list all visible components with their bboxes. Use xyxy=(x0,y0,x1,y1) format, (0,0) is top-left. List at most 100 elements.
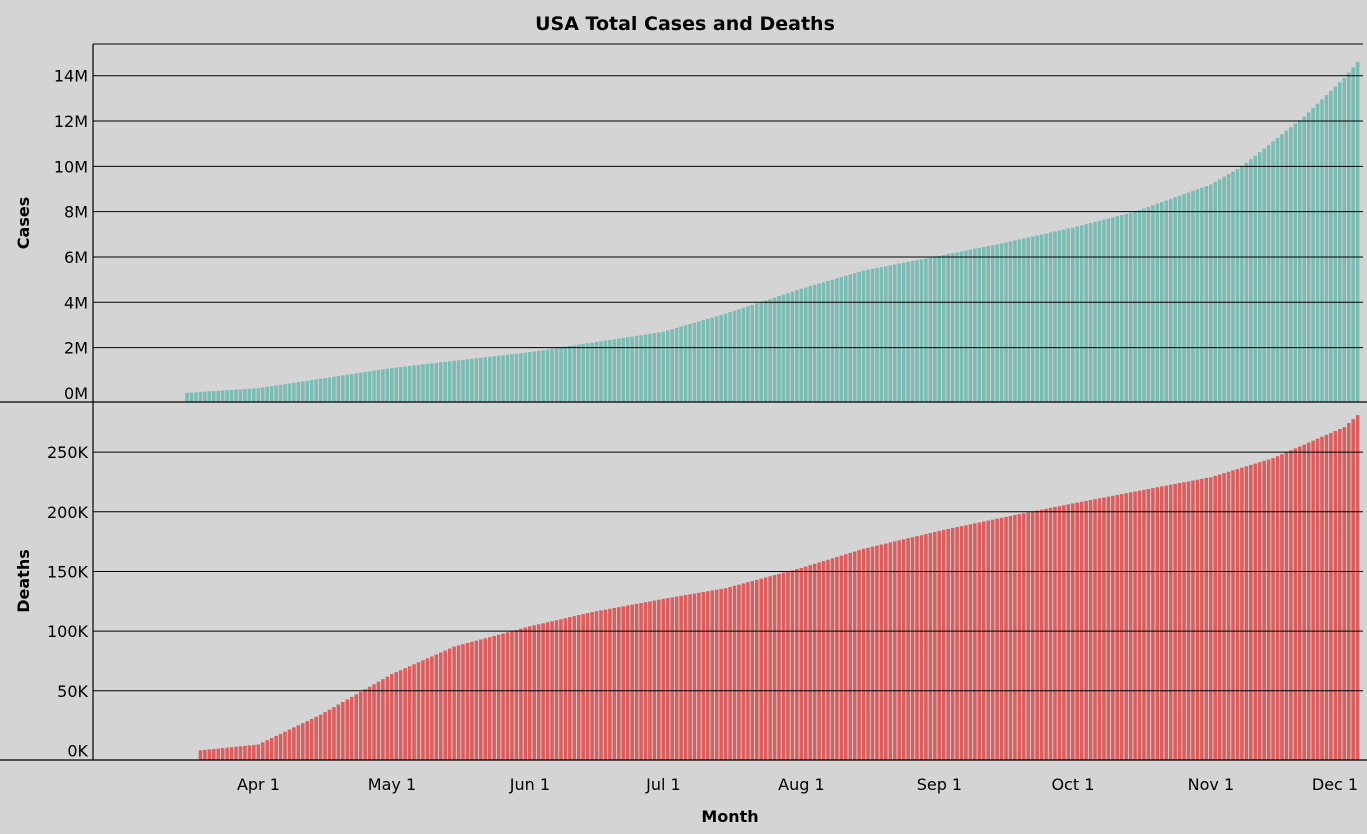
cases-bar xyxy=(959,251,964,402)
deaths-bar xyxy=(1008,515,1013,760)
deaths-bar xyxy=(568,617,572,760)
deaths-bar xyxy=(203,749,207,760)
cases-bar xyxy=(274,385,278,402)
deaths-bar xyxy=(1333,430,1338,760)
cases-bar xyxy=(470,358,474,402)
deaths-bar xyxy=(812,563,817,760)
deaths-bar xyxy=(741,583,746,760)
deaths-bar xyxy=(1204,478,1209,760)
cases-bar xyxy=(674,327,679,402)
deaths-bar xyxy=(590,612,594,760)
deaths-bar xyxy=(1177,483,1182,760)
cases-bar xyxy=(857,271,861,402)
cases-bar xyxy=(510,354,514,402)
cases-bar xyxy=(269,386,274,402)
deaths-bar xyxy=(683,595,688,760)
deaths-bar xyxy=(198,750,203,760)
deaths-bar xyxy=(1208,477,1213,760)
cases-bar xyxy=(1137,210,1142,402)
deaths-bar xyxy=(470,641,474,760)
cases-bar xyxy=(772,297,777,402)
cases-bar xyxy=(1257,152,1262,402)
cases-bar xyxy=(1293,123,1298,402)
cases-bar xyxy=(203,391,207,402)
deaths-bar xyxy=(706,591,710,760)
cases-bar xyxy=(1177,195,1182,402)
deaths-bar xyxy=(1057,506,1062,760)
cases-bar xyxy=(884,266,888,402)
deaths-bar xyxy=(283,731,287,760)
cases-bar xyxy=(714,316,719,402)
deaths-bar xyxy=(332,707,336,760)
cases-bar xyxy=(594,341,599,402)
deaths-bar xyxy=(710,590,715,760)
deaths-bar xyxy=(421,660,425,760)
deaths-bar xyxy=(1284,452,1289,760)
deaths-bar xyxy=(1217,474,1222,760)
deaths-bar xyxy=(1329,432,1333,760)
cases-bar xyxy=(461,359,465,402)
deaths-bar xyxy=(1030,511,1035,760)
deaths-bar xyxy=(1053,507,1057,760)
cases-bar xyxy=(1311,107,1315,402)
deaths-bar xyxy=(403,668,407,760)
cases-bar xyxy=(746,306,750,402)
cases-bar xyxy=(1346,72,1351,402)
deaths-bar xyxy=(1244,466,1249,760)
cases-bar xyxy=(563,346,568,402)
x-tick-labels: Apr 1 May 1 Jun 1 Jul 1 Aug 1 Sep 1 Oct 1 Nov 1… xyxy=(237,775,1358,794)
cases-bar xyxy=(519,353,523,402)
deaths-bar xyxy=(225,747,229,760)
cases-bar xyxy=(617,338,621,402)
cases-bar xyxy=(692,322,697,402)
cases-bar xyxy=(683,325,688,402)
deaths-bar xyxy=(910,537,915,760)
cases-bar xyxy=(643,334,648,402)
deaths-bar xyxy=(1088,500,1093,760)
deaths-bar xyxy=(763,577,768,760)
cases-bar xyxy=(363,372,367,402)
cases-bar xyxy=(1111,217,1115,402)
cases-bar xyxy=(559,347,563,402)
cases-bar xyxy=(514,353,519,402)
cases-y-tick-label: 12M xyxy=(54,112,88,131)
deaths-bar xyxy=(799,567,804,760)
cases-bar xyxy=(185,392,189,402)
deaths-bar xyxy=(1222,473,1226,760)
deaths-bar xyxy=(274,735,278,760)
deaths-bar xyxy=(892,541,897,760)
cases-bar xyxy=(1200,187,1204,402)
cases-bar xyxy=(1102,219,1106,402)
cases-bar xyxy=(719,314,723,402)
cases-y-tick-label: 8M xyxy=(64,203,88,222)
cases-bar xyxy=(688,323,692,402)
cases-bar xyxy=(741,307,746,402)
cases-bar xyxy=(483,357,488,402)
deaths-bar xyxy=(519,628,523,760)
deaths-bar xyxy=(216,748,221,760)
deaths-bar xyxy=(946,529,950,760)
cases-bar xyxy=(1142,208,1146,402)
cases-bar xyxy=(1151,205,1155,402)
deaths-bar xyxy=(959,526,964,760)
cases-bar xyxy=(212,391,216,402)
deaths-bar xyxy=(1240,467,1244,760)
cases-bar xyxy=(803,287,808,402)
cases-bar xyxy=(438,362,443,402)
deaths-bar xyxy=(376,681,381,760)
deaths-bar xyxy=(563,618,568,760)
deaths-bar xyxy=(1320,436,1324,760)
deaths-bar xyxy=(603,609,608,760)
cases-bar xyxy=(1208,184,1213,402)
deaths-y-tick-label: 250K xyxy=(47,443,89,462)
cases-y-tick-label: 4M xyxy=(64,293,88,312)
cases-bar xyxy=(1320,99,1324,402)
deaths-bar xyxy=(363,689,367,760)
deaths-bar xyxy=(1039,509,1044,760)
cases-bar xyxy=(576,344,581,402)
cases-bar xyxy=(332,376,336,402)
deaths-bar xyxy=(287,729,292,760)
cases-bar xyxy=(1355,62,1360,402)
x-tick-label: Nov 1 xyxy=(1188,775,1235,794)
deaths-bar xyxy=(1151,488,1155,760)
